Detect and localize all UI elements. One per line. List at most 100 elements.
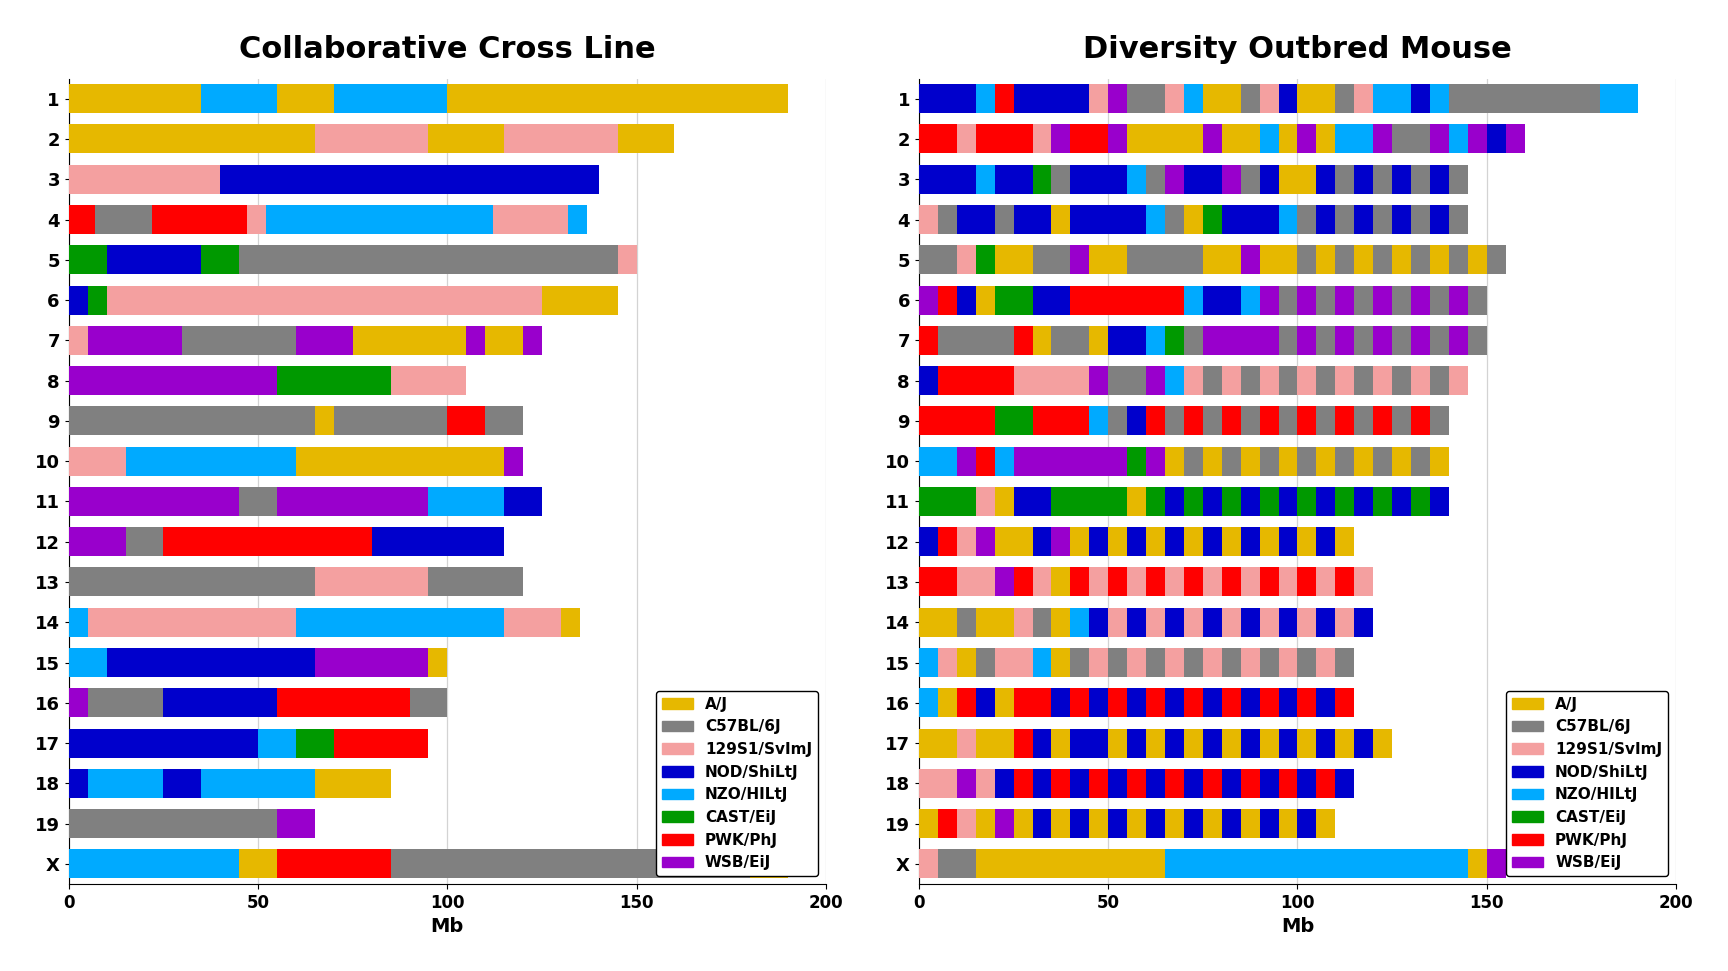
Bar	[1336, 124, 1374, 153]
Bar	[429, 124, 505, 153]
Bar	[1298, 527, 1317, 556]
Bar	[1184, 769, 1203, 798]
Bar	[1374, 326, 1393, 354]
Bar	[1298, 124, 1317, 153]
Bar	[995, 809, 1014, 838]
Bar	[448, 407, 486, 435]
Bar	[1222, 366, 1241, 395]
Bar	[1298, 769, 1317, 798]
Bar	[995, 688, 1014, 718]
Bar	[1089, 407, 1108, 435]
Bar	[219, 165, 600, 194]
Bar	[1070, 688, 1089, 718]
Bar	[1317, 366, 1336, 395]
Bar	[1222, 407, 1241, 435]
Bar	[1051, 608, 1070, 637]
Bar	[1203, 809, 1222, 838]
Bar	[1184, 608, 1203, 637]
Bar	[1051, 688, 1070, 718]
Bar	[1146, 366, 1165, 395]
Bar	[1431, 486, 1448, 516]
Bar	[1146, 326, 1165, 354]
Bar	[617, 246, 636, 274]
Bar	[69, 688, 88, 718]
Bar	[69, 486, 238, 516]
Bar	[1355, 447, 1374, 476]
Bar	[448, 84, 788, 114]
Bar	[1222, 527, 1241, 556]
Bar	[1033, 567, 1051, 596]
Bar	[1184, 728, 1203, 757]
Bar	[919, 567, 957, 596]
Bar	[88, 688, 164, 718]
Bar	[88, 728, 257, 757]
Bar	[1184, 407, 1203, 435]
Bar	[1127, 246, 1203, 274]
Bar	[919, 165, 976, 194]
Bar	[1241, 447, 1260, 476]
Bar	[202, 246, 238, 274]
Bar	[1146, 567, 1165, 596]
Bar	[1165, 608, 1184, 637]
Bar	[1108, 527, 1127, 556]
Bar	[152, 205, 247, 234]
Bar	[1317, 688, 1336, 718]
Bar	[1279, 608, 1298, 637]
Bar	[995, 246, 1033, 274]
Bar	[1298, 486, 1317, 516]
Bar	[1336, 165, 1355, 194]
Bar	[164, 688, 276, 718]
Bar	[1089, 648, 1108, 677]
Bar	[1562, 84, 1600, 114]
Bar	[995, 486, 1014, 516]
Bar	[938, 366, 1014, 395]
Bar	[976, 486, 995, 516]
Bar	[1317, 285, 1336, 315]
Bar	[1222, 486, 1241, 516]
Bar	[1203, 285, 1241, 315]
Bar	[1279, 486, 1298, 516]
Bar	[1070, 648, 1089, 677]
Bar	[995, 407, 1033, 435]
Bar	[1431, 447, 1448, 476]
Bar	[1014, 326, 1033, 354]
Bar	[1203, 84, 1241, 114]
Bar	[1184, 165, 1222, 194]
Bar	[247, 205, 266, 234]
Bar	[1298, 648, 1317, 677]
Bar	[295, 608, 505, 637]
Bar	[1146, 608, 1165, 637]
Bar	[1127, 84, 1165, 114]
Bar	[976, 809, 995, 838]
Bar	[1467, 850, 1486, 879]
Bar	[1355, 165, 1374, 194]
X-axis label: Mb: Mb	[430, 918, 465, 936]
Bar	[1165, 809, 1184, 838]
Bar	[919, 769, 957, 798]
Bar	[1014, 809, 1033, 838]
Bar	[1146, 648, 1165, 677]
Bar	[995, 648, 1033, 677]
Bar	[1184, 205, 1203, 234]
Bar	[69, 84, 202, 114]
Bar	[1431, 84, 1448, 114]
Bar	[1033, 728, 1051, 757]
Bar	[1317, 769, 1336, 798]
Bar	[1317, 326, 1336, 354]
Title: Collaborative Cross Line: Collaborative Cross Line	[238, 35, 655, 64]
Bar	[957, 205, 995, 234]
Bar	[957, 567, 995, 596]
Bar	[1203, 326, 1279, 354]
Bar	[314, 124, 429, 153]
Bar	[1393, 447, 1412, 476]
Legend: A/J, C57BL/6J, 129S1/SvImJ, NOD/ShiLtJ, NZO/HILtJ, CAST/EiJ, PWK/PhJ, WSB/EiJ: A/J, C57BL/6J, 129S1/SvImJ, NOD/ShiLtJ, …	[1507, 690, 1668, 877]
Bar	[1505, 124, 1524, 153]
Bar	[1467, 285, 1486, 315]
Bar	[1070, 728, 1108, 757]
Bar	[334, 84, 448, 114]
Bar	[976, 688, 995, 718]
Bar	[957, 124, 976, 153]
Bar	[1165, 648, 1184, 677]
Bar	[1203, 205, 1222, 234]
Bar	[957, 688, 976, 718]
